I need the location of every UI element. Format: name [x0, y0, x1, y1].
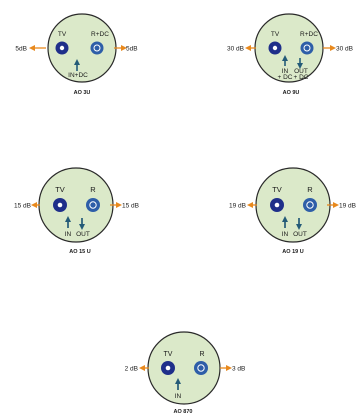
right-port-label: R [199, 351, 204, 358]
left-port-label: TV [272, 185, 282, 194]
radio-socket-ring-icon [306, 201, 314, 209]
left-attenuation: 2 dB [125, 366, 138, 373]
outlet-ao3u: TV R+DC IN+DC 5dB 5dB AO 3U [15, 13, 138, 96]
right-attenuation: 3 dB [232, 366, 245, 373]
right-port-label: R+DC [91, 31, 109, 38]
radio-socket-ring-icon [303, 44, 311, 52]
output-label: OUT [76, 231, 90, 238]
tv-socket-pin-icon [57, 202, 63, 208]
input-extra-label: + DC [278, 74, 293, 81]
outlet-ao19u: TV R IN OUT 19 dB 19 dB AO 19 U [229, 167, 356, 255]
right-attenuation: 30 dB [336, 46, 353, 53]
radio-socket-ring-icon [93, 44, 101, 52]
radio-socket-ring-icon [89, 201, 97, 209]
outlet-name: AO 870 [174, 409, 193, 415]
output-label: OUT [294, 68, 308, 75]
right-port-label: R+DC [300, 31, 318, 38]
input-label: IN [282, 231, 289, 238]
outlet-plate [147, 331, 221, 405]
radio-socket-icon [303, 198, 317, 212]
right-port-label: R [307, 185, 313, 194]
tv-socket-pin-icon [274, 202, 280, 208]
outlet-name: AO 3U [74, 90, 91, 96]
outlet-name: AO 9U [283, 90, 300, 96]
right-attenuation: 5dB [126, 46, 138, 53]
radio-socket-icon [86, 198, 100, 212]
tv-socket-pin-icon [59, 45, 65, 51]
left-port-label: TV [271, 31, 280, 38]
outlet-ao9u: TV R+DC IN OUT + DC + DC 30 dB 30 dB AO … [227, 13, 353, 96]
left-port-label: TV [55, 185, 65, 194]
tv-socket-pin-icon [272, 45, 278, 51]
left-attenuation: 19 dB [229, 203, 246, 210]
left-attenuation: 5dB [15, 46, 27, 53]
input-label: IN+DC [68, 72, 88, 79]
outlet-ao870: TV R IN 2 dB 3 dB AO 870 [125, 331, 245, 415]
input-label: IN [282, 68, 289, 75]
left-port-label: TV [58, 31, 67, 38]
right-attenuation: 15 dB [122, 203, 139, 210]
input-label: IN [175, 393, 182, 400]
input-label: IN [65, 231, 72, 238]
output-extra-label: + DC [294, 74, 309, 81]
left-attenuation: 30 dB [227, 46, 244, 53]
radio-socket-icon [300, 41, 314, 55]
output-label: OUT [293, 231, 307, 238]
left-port-label: TV [164, 351, 173, 358]
tv-socket-pin-icon [165, 365, 171, 371]
right-attenuation: 19 dB [339, 203, 356, 210]
radio-socket-icon [194, 361, 208, 375]
radio-socket-ring-icon [197, 364, 205, 372]
radio-socket-icon [90, 41, 104, 55]
outlet-name: AO 15 U [69, 249, 90, 255]
left-attenuation: 15 dB [14, 203, 31, 210]
outlet-ao15u: TV R IN OUT 15 dB 15 dB AO 15 U [14, 167, 139, 255]
outlet-name: AO 19 U [282, 249, 303, 255]
right-port-label: R [90, 185, 96, 194]
